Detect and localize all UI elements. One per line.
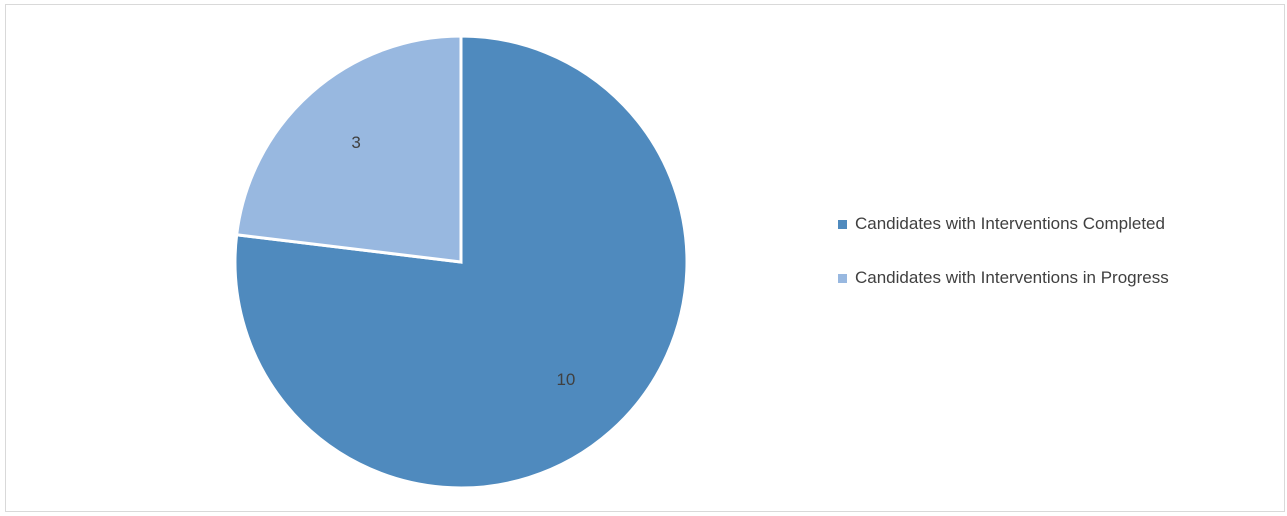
legend-item-completed: Candidates with Interventions Completed bbox=[838, 211, 1169, 237]
pie-slice-completed bbox=[233, 34, 689, 490]
data-label-completed: 10 bbox=[556, 370, 575, 389]
legend: Candidates with Interventions Completed … bbox=[838, 211, 1169, 319]
pie-slice-in-progress bbox=[234, 34, 463, 264]
chart-area: 10 3 Candidates with Interventions Comple… bbox=[5, 4, 1285, 512]
legend-swatch-in-progress bbox=[838, 273, 847, 283]
pie-chart: 10 3 bbox=[233, 34, 689, 490]
legend-swatch-completed bbox=[838, 219, 847, 229]
legend-label-completed: Candidates with Interventions Completed bbox=[855, 214, 1165, 233]
legend-label-in-progress: Candidates with Interventions in Progres… bbox=[855, 268, 1169, 287]
legend-item-in-progress: Candidates with Interventions in Progres… bbox=[838, 265, 1169, 291]
data-label-in-progress: 3 bbox=[351, 133, 360, 152]
